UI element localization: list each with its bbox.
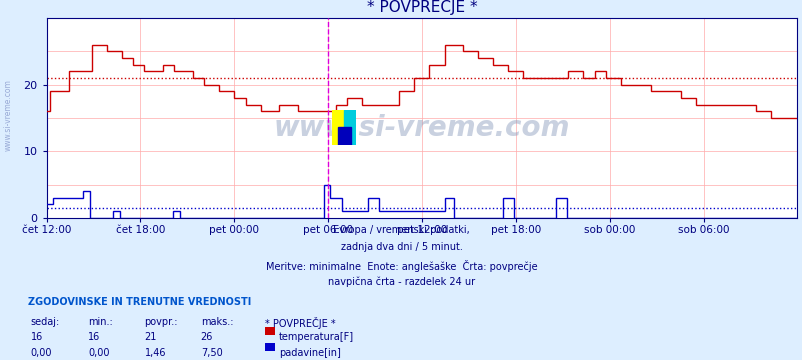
Text: * POVPREČJE *: * POVPREČJE * — [265, 317, 335, 329]
Title: * POVPREČJE *: * POVPREČJE * — [367, 0, 476, 15]
Text: 26: 26 — [200, 332, 213, 342]
Text: 0,00: 0,00 — [30, 348, 52, 358]
Text: 1,46: 1,46 — [144, 348, 166, 358]
Text: zadnja dva dni / 5 minut.: zadnja dva dni / 5 minut. — [340, 242, 462, 252]
Text: www.si-vreme.com: www.si-vreme.com — [273, 114, 569, 142]
Text: 16: 16 — [88, 332, 100, 342]
Text: 21: 21 — [144, 332, 156, 342]
Bar — [332, 110, 344, 144]
Text: padavine[in]: padavine[in] — [278, 348, 340, 358]
Text: Evropa / vremenski podatki,: Evropa / vremenski podatki, — [333, 225, 469, 235]
Text: maks.:: maks.: — [200, 317, 233, 327]
Text: ZGODOVINSKE IN TRENUTNE VREDNOSTI: ZGODOVINSKE IN TRENUTNE VREDNOSTI — [28, 297, 251, 307]
Text: navpična črta - razdelek 24 ur: navpična črta - razdelek 24 ur — [327, 277, 475, 287]
Text: Meritve: minimalne  Enote: anglešaške  Črta: povprečje: Meritve: minimalne Enote: anglešaške Črt… — [265, 260, 537, 271]
Bar — [344, 110, 356, 144]
Text: povpr.:: povpr.: — [144, 317, 178, 327]
Bar — [338, 127, 351, 144]
Text: 16: 16 — [30, 332, 43, 342]
Text: 7,50: 7,50 — [200, 348, 222, 358]
Text: 0,00: 0,00 — [88, 348, 110, 358]
Text: temperatura[F]: temperatura[F] — [278, 332, 354, 342]
Text: sedaj:: sedaj: — [30, 317, 59, 327]
Text: www.si-vreme.com: www.si-vreme.com — [3, 79, 13, 151]
Text: min.:: min.: — [88, 317, 113, 327]
